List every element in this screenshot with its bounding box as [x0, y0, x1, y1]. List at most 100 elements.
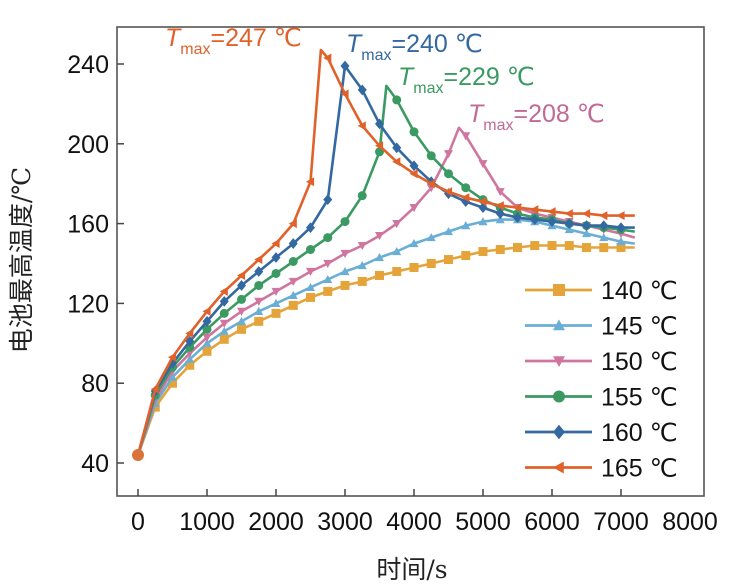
data-point-marker: [599, 233, 609, 242]
data-point-marker: [288, 238, 298, 249]
series-160: [136, 60, 635, 456]
data-point-marker: [426, 259, 436, 268]
data-point-marker: [237, 280, 246, 291]
data-point-marker: [553, 461, 564, 474]
data-point-marker: [409, 262, 419, 272]
data-point-marker: [564, 218, 574, 229]
legend-item: 165 ℃: [525, 455, 678, 483]
x-tick-label: 5000: [455, 508, 511, 536]
data-point-marker: [357, 191, 367, 201]
data-point-marker: [461, 221, 471, 230]
x-tick-label: 7000: [593, 508, 649, 536]
data-point-marker: [564, 209, 573, 219]
legend-label: 165 ℃: [601, 455, 678, 483]
data-point-marker: [461, 183, 471, 193]
tmax-annotation: Tmax=247 ℃: [165, 24, 302, 58]
data-point-marker: [306, 282, 315, 292]
data-point-marker: [513, 203, 522, 213]
data-point-marker: [409, 239, 419, 248]
data-point-marker: [392, 220, 402, 229]
data-point-marker: [444, 150, 453, 159]
x-tick-label: 4000: [386, 508, 442, 536]
data-point-marker: [392, 142, 402, 154]
data-point-marker: [185, 354, 195, 363]
data-point-marker: [392, 95, 402, 105]
data-point-marker: [254, 316, 264, 326]
series-layer: [132, 48, 636, 462]
data-point-marker: [202, 324, 212, 334]
data-point-marker: [271, 252, 281, 263]
data-point-marker: [599, 211, 608, 221]
data-point-marker: [547, 207, 556, 217]
x-tick-label: 0: [131, 508, 145, 536]
data-point-marker: [202, 333, 212, 342]
data-point-marker: [254, 297, 264, 306]
data-point-marker: [237, 307, 246, 316]
data-point-marker: [271, 308, 281, 318]
legend-item: 160 ℃: [525, 419, 678, 447]
x-tick-label: 3000: [317, 508, 373, 536]
y-tick-label: 80: [81, 370, 109, 398]
data-point-marker: [461, 193, 470, 203]
data-point-marker: [323, 194, 333, 206]
data-point-marker: [553, 284, 565, 296]
x-axis: 0 1000 2000 3000 4000 5000 6000 7000 8000: [131, 489, 718, 536]
data-point-marker: [553, 424, 565, 440]
data-point-marker: [306, 177, 315, 187]
series-line: [136, 244, 635, 456]
data-point-marker: [254, 266, 264, 277]
data-point-marker: [288, 277, 298, 286]
legend-label: 145 ℃: [601, 313, 678, 341]
data-point-marker: [357, 121, 366, 131]
data-point-marker: [168, 372, 177, 381]
data-point-marker: [306, 292, 315, 302]
data-point-marker: [478, 160, 488, 169]
data-point-marker: [409, 204, 419, 213]
data-point-marker: [254, 255, 263, 265]
data-point-marker: [478, 217, 488, 226]
plot-frame: [116, 26, 705, 497]
data-point-marker: [478, 197, 487, 207]
data-point-marker: [306, 245, 315, 255]
data-point-marker: [168, 352, 177, 362]
data-point-marker: [357, 241, 367, 251]
data-point-marker: [426, 179, 435, 189]
legend-item: 150 ℃: [525, 348, 678, 376]
data-point-marker: [323, 286, 333, 296]
data-point-marker: [582, 243, 591, 253]
data-point-marker: [271, 287, 281, 296]
legend-label: 140 ℃: [601, 277, 678, 305]
y-tick-label: 160: [67, 211, 109, 239]
data-point-marker: [340, 89, 349, 99]
data-point-marker: [582, 229, 591, 238]
data-point-marker: [375, 253, 384, 262]
y-tick-label: 240: [67, 51, 109, 79]
data-point-marker: [168, 378, 177, 388]
data-point-marker: [599, 220, 609, 231]
data-point-marker: [553, 319, 565, 331]
data-point-marker: [392, 266, 402, 276]
data-point-marker: [323, 259, 333, 268]
x-tick-label: 8000: [662, 508, 718, 536]
data-point-marker: [254, 280, 264, 290]
data-point-marker: [288, 300, 298, 310]
data-point-marker: [202, 315, 212, 327]
data-point-marker: [185, 360, 195, 370]
data-point-marker: [357, 84, 367, 96]
data-point-marker: [357, 260, 367, 270]
y-axis-title: 电池最高温度/℃: [7, 167, 36, 353]
data-point-marker: [237, 316, 246, 325]
data-point-marker: [553, 356, 565, 367]
y-axis: 40 80 120 160 200 240: [67, 51, 124, 478]
data-point-marker: [495, 245, 505, 255]
data-point-marker: [409, 127, 419, 137]
data-point-marker: [323, 233, 333, 243]
data-point-marker: [444, 187, 453, 197]
x-axis-title: 时间/s: [376, 555, 447, 584]
data-point-marker: [219, 334, 229, 344]
data-point-marker: [185, 328, 194, 338]
data-point-marker: [582, 209, 591, 219]
tmax-annotation: Tmax=229 ℃: [398, 63, 535, 97]
data-point-marker: [202, 306, 211, 316]
